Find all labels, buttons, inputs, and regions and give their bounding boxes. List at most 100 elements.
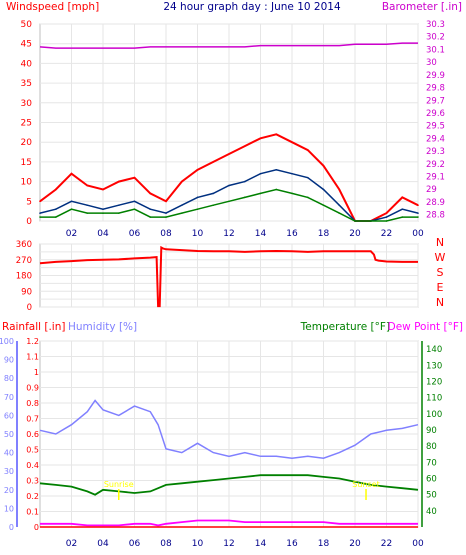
wind-tick-label: 15 bbox=[21, 158, 32, 168]
barometer-tick-label: 29.6 bbox=[426, 109, 445, 119]
dewpoint-axis-label: Dew Point [°F] bbox=[388, 321, 463, 333]
wind-point-min bbox=[385, 220, 388, 222]
x-tick-label-top: 06 bbox=[129, 229, 141, 239]
humidity-tick-label: 90 bbox=[4, 356, 14, 365]
temperature-tick-label: 40 bbox=[426, 507, 437, 517]
compass-label: N bbox=[436, 236, 444, 249]
wind-point-avg bbox=[102, 208, 104, 210]
x-tick-label-bottom: 16 bbox=[286, 539, 298, 549]
wind-point-avg bbox=[385, 216, 388, 218]
header-title: 24 hour graph day : June 10 2014 bbox=[163, 1, 341, 13]
wind-point-avg bbox=[338, 204, 341, 207]
wind-point-min bbox=[39, 216, 41, 218]
x-tick-label-bottom: 22 bbox=[381, 539, 392, 549]
x-tick-label-bottom: 02 bbox=[66, 539, 77, 549]
wind-point-min bbox=[401, 216, 404, 218]
wind-tick-label: 25 bbox=[21, 119, 32, 129]
x-tick-label-top: 12 bbox=[223, 229, 234, 239]
wind-point-min bbox=[196, 208, 199, 210]
humidity-tick-label: 0 bbox=[9, 523, 14, 532]
wind-point-max bbox=[228, 153, 230, 155]
x-tick-label-bottom: 00 bbox=[412, 539, 424, 549]
wind-point-max bbox=[275, 133, 278, 136]
humidity-tick-label: 10 bbox=[4, 504, 14, 513]
wind-tick-label: 0 bbox=[26, 217, 32, 227]
rain-tick-label: 0.4 bbox=[26, 461, 39, 470]
wind-point-avg bbox=[133, 200, 136, 203]
x-tick-label-bottom: 04 bbox=[97, 539, 109, 549]
temperature-tick-label: 110 bbox=[426, 394, 442, 404]
dir-tick-label: 270 bbox=[16, 256, 32, 266]
wind-point-avg bbox=[259, 172, 262, 175]
wind-tick-label: 40 bbox=[21, 59, 33, 69]
wind-point-max bbox=[243, 145, 246, 147]
x-tick-label-bottom: 06 bbox=[129, 539, 141, 549]
rain-tick-label: 0 bbox=[34, 523, 39, 532]
wind-point-max bbox=[196, 168, 199, 171]
temperature-tick-label: 60 bbox=[426, 474, 437, 484]
x-tick-label-bottom: 14 bbox=[255, 539, 267, 549]
barometer-tick-label: 30.2 bbox=[426, 33, 445, 43]
temperature-tick-label: 90 bbox=[426, 426, 437, 436]
wind-point-avg bbox=[417, 212, 419, 214]
humidity-tick-label: 60 bbox=[4, 411, 14, 420]
barometer-tick-label: 30 bbox=[426, 58, 437, 68]
wind-point-min bbox=[354, 220, 356, 222]
wind-point-max bbox=[291, 141, 293, 143]
temperature-tick-label: 80 bbox=[426, 442, 437, 452]
dir-tick-label: 360 bbox=[16, 240, 32, 250]
rain-tick-label: 0.7 bbox=[26, 415, 39, 424]
wind-tick-label: 5 bbox=[26, 197, 32, 207]
wind-point-min bbox=[86, 212, 89, 214]
rain-tick-label: 0.1 bbox=[26, 508, 39, 517]
x-tick-label-bottom: 10 bbox=[192, 539, 204, 549]
wind-point-min bbox=[149, 216, 152, 218]
temperature-tick-label: 140 bbox=[426, 345, 442, 355]
series-dewpoint bbox=[40, 519, 418, 527]
wind-point-min bbox=[306, 196, 309, 199]
wind-point-avg bbox=[180, 204, 183, 207]
wind-point-avg bbox=[212, 192, 215, 195]
x-tick-label-bottom: 12 bbox=[223, 539, 234, 549]
barometer-tick-label: 29 bbox=[426, 185, 437, 195]
wind-point-avg bbox=[86, 204, 89, 207]
wind-point-max bbox=[306, 149, 309, 151]
wind-point-avg bbox=[306, 176, 309, 179]
temperature-tick-label: 50 bbox=[426, 491, 437, 501]
x-tick-label-top: 22 bbox=[381, 229, 392, 239]
wind-point-max bbox=[322, 165, 325, 167]
axes: 0202040406060808101012121414161618182020… bbox=[0, 20, 446, 549]
x-tick-label-top: 08 bbox=[160, 229, 172, 239]
wind-point-max bbox=[212, 161, 215, 163]
wind-point-avg bbox=[39, 212, 41, 214]
rain-tick-label: 0.8 bbox=[26, 399, 39, 408]
barometer-tick-label: 30.1 bbox=[426, 45, 445, 55]
wind-point-min bbox=[102, 212, 104, 214]
wind-point-min bbox=[54, 216, 57, 218]
x-tick-label-top: 18 bbox=[318, 229, 330, 239]
wind-point-min bbox=[417, 216, 419, 218]
wind-point-min bbox=[322, 204, 325, 207]
barometer-tick-label: 29.9 bbox=[426, 71, 445, 81]
barometer-tick-label: 29.2 bbox=[426, 160, 445, 170]
x-tick-label-bottom: 20 bbox=[349, 539, 361, 549]
compass-label: E bbox=[437, 281, 444, 294]
wind-point-max bbox=[54, 188, 57, 191]
x-tick-label-top: 00 bbox=[412, 229, 424, 239]
wind-series bbox=[39, 42, 419, 222]
wind-point-max bbox=[259, 137, 262, 140]
wind-point-max bbox=[149, 192, 152, 195]
dir-tick-label: 0 bbox=[27, 303, 32, 313]
wind-tick-label: 20 bbox=[21, 138, 33, 148]
barometer-tick-label: 29.7 bbox=[426, 96, 445, 106]
lower-series: Sunrise Sunset bbox=[39, 399, 419, 528]
wind-point-max bbox=[338, 188, 341, 191]
annotation-label: Sunset bbox=[352, 480, 379, 489]
wind-point-min bbox=[228, 200, 230, 203]
wind-tick-label: 45 bbox=[21, 40, 32, 50]
compass-label: N bbox=[436, 296, 444, 309]
wind-point-min bbox=[259, 192, 262, 195]
x-tick-label-bottom: 08 bbox=[160, 539, 172, 549]
wind-point-avg bbox=[228, 184, 230, 187]
